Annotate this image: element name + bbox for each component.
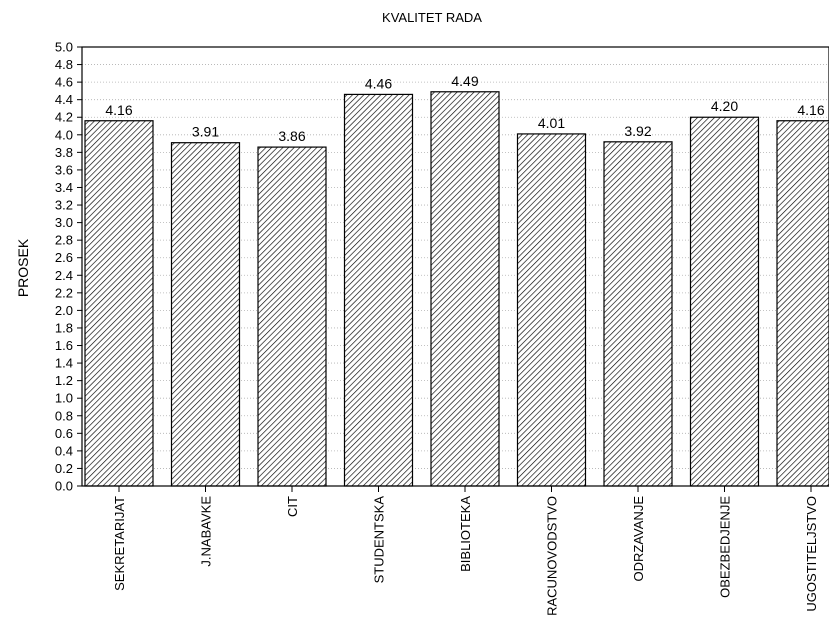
y-tick-label: 4.4: [55, 92, 73, 107]
y-tick-label: 4.0: [55, 127, 73, 142]
data-label: 3.92: [624, 123, 651, 139]
data-label: 4.16: [105, 102, 132, 118]
y-tick-label: 4.2: [55, 110, 73, 125]
bar: [343, 93, 414, 487]
data-label: 4.01: [538, 115, 565, 131]
y-tick-label: 2.0: [55, 303, 73, 318]
y-tick-label: 1.4: [55, 356, 73, 371]
y-tick-label: 4.8: [55, 57, 73, 72]
category-label: STUDENTSKA: [372, 496, 387, 584]
y-tick-label: 1.8: [55, 320, 73, 335]
bars: [84, 91, 829, 487]
category-label: J.NABAVKE: [199, 496, 214, 567]
bar: [170, 142, 241, 487]
y-tick-label: 0.0: [55, 479, 73, 494]
category-label: UGOSTITELJSTVO: [804, 496, 819, 612]
category-label: SEKRETARIJAT: [112, 496, 127, 591]
bar: [776, 120, 829, 487]
y-tick-label: 2.4: [55, 268, 73, 283]
bar: [257, 146, 327, 487]
bar: [689, 116, 760, 487]
bar: [84, 120, 154, 487]
y-tick-label: 1.2: [55, 373, 73, 388]
data-label: 3.86: [278, 128, 305, 144]
category-label: BIBLIOTEKA: [458, 496, 473, 572]
data-label: 4.16: [797, 102, 824, 118]
y-tick-label: 3.0: [55, 215, 73, 230]
y-tick-label: 3.2: [55, 198, 73, 213]
y-tick-label: 2.2: [55, 285, 73, 300]
y-axis-label: PROSEK: [15, 238, 31, 297]
category-label: ODRZAVANJE: [631, 496, 646, 582]
data-label: 4.49: [451, 73, 478, 89]
y-tick-label: 1.6: [55, 338, 73, 353]
category-label: RACUNOVODSTVO: [545, 496, 560, 616]
y-tick-label: 2.6: [55, 250, 73, 265]
y-axis-ticks: 0.0 0.2 0.4 0.6 0.8 1.0 1.2 1.4 1.6 1.8 2.0 2.2 2.4 2…: [55, 40, 82, 494]
y-tick-label: 1.0: [55, 391, 73, 406]
y-tick-label: 3.4: [55, 180, 73, 195]
category-label: CIT: [285, 496, 300, 517]
y-tick-label: 2.8: [55, 233, 73, 248]
plot-border: [81, 46, 829, 487]
y-tick-label: 5.0: [55, 40, 73, 55]
category-label: OBEZBEDJENJE: [718, 496, 733, 598]
y-tick-label: 0.4: [55, 443, 73, 458]
y-tick-label: 0.2: [55, 461, 73, 476]
data-label: 4.20: [711, 98, 738, 114]
bar: [516, 133, 587, 487]
data-labels: 4.16 3.91 3.86 4.46 4.49 4.01 3.92 4.20 4.16: [105, 73, 824, 144]
bar: [430, 91, 500, 487]
y-tick-label: 0.8: [55, 408, 73, 423]
y-tick-label: 3.6: [55, 162, 73, 177]
x-axis-categories: SEKRETARIJAT J.NABAVKE CIT STUDENTSKA BIBLIO…: [112, 486, 819, 616]
data-label: 3.91: [192, 124, 219, 140]
data-label: 4.46: [365, 75, 392, 91]
plot-frame: [81, 46, 829, 487]
y-tick-label: 0.6: [55, 426, 73, 441]
y-tick-label: 3.8: [55, 145, 73, 160]
y-tick-label: 4.6: [55, 75, 73, 90]
chart-title: KVALITET RADA: [382, 10, 482, 25]
bar: [603, 141, 673, 487]
